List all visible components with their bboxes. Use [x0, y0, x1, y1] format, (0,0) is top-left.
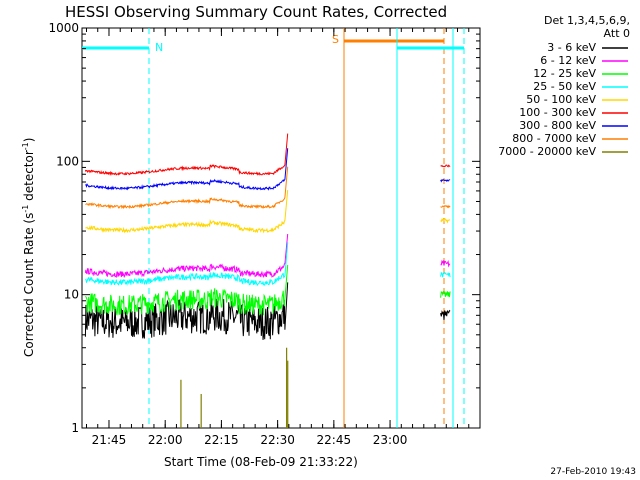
night-flag-label: N — [155, 41, 163, 54]
series-line — [85, 264, 289, 316]
series-1 — [84, 233, 451, 279]
x-tick-label: 22:00 — [148, 433, 183, 447]
saa-flag-label: S — [332, 33, 339, 46]
series-line-after-saa — [440, 290, 451, 298]
y-axis-label-end: ) — [22, 138, 36, 143]
series-2 — [85, 264, 451, 316]
x-axis-label: Start Time (08-Feb-09 21:33:22) — [164, 455, 358, 469]
x-tick-label: 21:45 — [92, 433, 127, 447]
legend-label-6: 300 - 800 keV — [519, 119, 596, 132]
series-8 — [180, 347, 289, 428]
x-tick-label: 22:15 — [204, 433, 239, 447]
series-line — [85, 148, 289, 191]
x-tick-label: 23:00 — [373, 433, 408, 447]
legend-label-0: 3 - 6 keV — [547, 41, 596, 54]
plot-frame — [81, 27, 481, 429]
y-tick-label: 1000 — [48, 21, 79, 35]
series-line-after-saa — [440, 309, 451, 320]
series-4 — [85, 190, 451, 234]
legend-label-2: 12 - 25 keV — [533, 67, 596, 80]
series-line-after-saa — [440, 164, 451, 168]
legend-label-4: 50 - 100 keV — [526, 93, 596, 106]
chart-title: HESSI Observing Summary Count Rates, Cor… — [65, 3, 447, 21]
series-line — [85, 166, 289, 210]
series-layer — [84, 133, 451, 428]
series-line-after-saa — [440, 217, 451, 224]
y-axis-label-mid: detector — [22, 150, 36, 205]
x-tick-label: 22:45 — [317, 433, 352, 447]
series-line — [85, 242, 289, 287]
legend-label-8: 7000 - 20000 keV — [498, 145, 596, 158]
legend-header-2: Att 0 — [604, 27, 630, 40]
y-axis-label: Corrected Count Rate (s-1 detector-1) — [21, 138, 36, 357]
legend-label-5: 100 - 300 keV — [519, 106, 596, 119]
series-0 — [84, 282, 451, 340]
y-tick-label: 10 — [64, 288, 79, 302]
axes-layer: 21:45 22:00 22:15 22:30 22:45 23:00 1 10 100 1000 — [48, 21, 480, 447]
y-axis-label-sup2: -1 — [21, 142, 30, 150]
series-line-after-saa — [440, 271, 451, 278]
series-line — [84, 233, 289, 279]
series-3 — [85, 242, 451, 287]
series-6 — [85, 148, 451, 191]
legend-label-7: 800 - 7000 keV — [512, 132, 596, 145]
series-line-after-saa — [440, 204, 451, 209]
y-tick-label: 1 — [71, 421, 79, 435]
y-axis-label-main: Corrected Count Rate (s — [22, 213, 36, 357]
x-tick-label: 22:30 — [260, 433, 295, 447]
series-7 — [85, 166, 451, 210]
series-line — [85, 190, 289, 234]
series-line-after-saa — [440, 178, 451, 183]
y-axis-label-sup1: -1 — [21, 205, 30, 213]
annotation-layer: NS — [82, 28, 465, 428]
legend-header-1: Det 1,3,4,5,6,9, — [544, 14, 630, 27]
legend-label-1: 6 - 12 keV — [540, 54, 596, 67]
legend-label-3: 25 - 50 keV — [533, 80, 596, 93]
series-line — [84, 133, 289, 177]
series-5 — [84, 133, 451, 177]
footer-date: 27-Feb-2010 19:43 — [550, 467, 636, 477]
series-line-after-saa — [440, 259, 451, 268]
series-line — [84, 282, 289, 340]
y-tick-label: 100 — [56, 154, 79, 168]
